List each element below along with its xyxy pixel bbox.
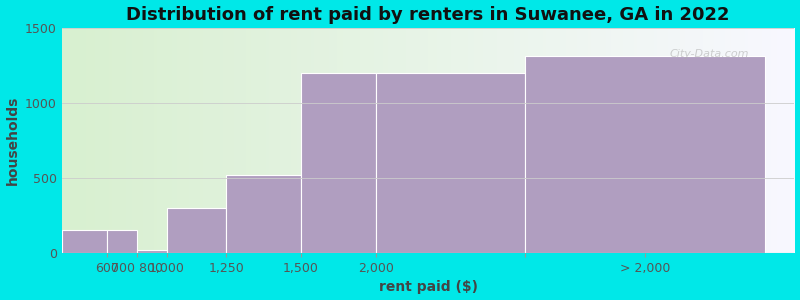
Bar [226, 175, 301, 253]
Bar [166, 208, 226, 253]
Title: Distribution of rent paid by renters in Suwanee, GA in 2022: Distribution of rent paid by renters in … [126, 6, 730, 24]
Bar [301, 73, 376, 253]
X-axis label: rent paid ($): rent paid ($) [378, 280, 478, 294]
Y-axis label: households: households [6, 96, 19, 185]
Bar [526, 56, 765, 253]
Bar [137, 250, 166, 253]
Bar [62, 230, 106, 253]
Text: City-Data.com: City-Data.com [670, 49, 750, 59]
Bar [376, 73, 526, 253]
Bar [106, 230, 137, 253]
